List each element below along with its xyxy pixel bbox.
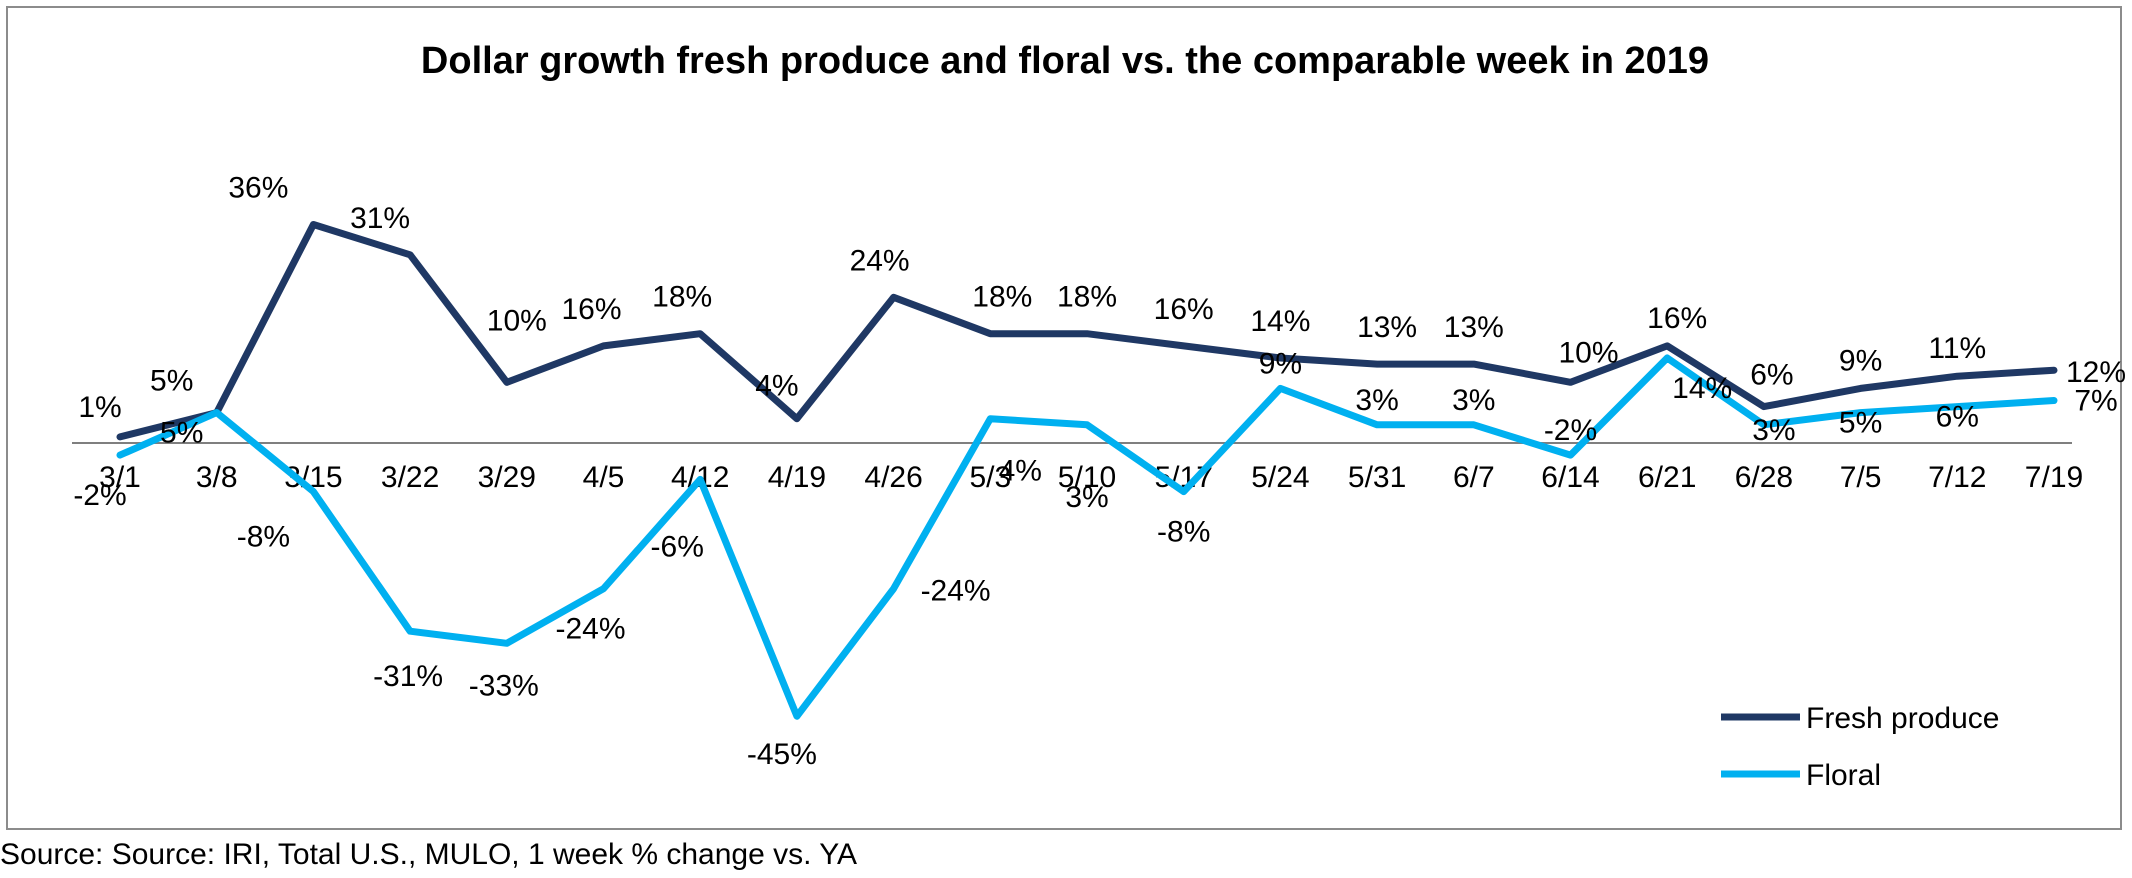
data-label: 16% [1154, 293, 1214, 326]
series-layer [116, 221, 2058, 720]
data-label: 4% [755, 370, 798, 403]
x-tick-label: 5/31 [1348, 461, 1406, 494]
data-label: 4% [999, 455, 1042, 488]
x-tick-label: 5/10 [1058, 461, 1116, 494]
x-tick-label: 6/28 [1735, 461, 1793, 494]
x-tick-label: 5/24 [1251, 461, 1309, 494]
legend: Fresh produce Floral [1721, 702, 1999, 792]
data-label: 3% [1065, 481, 1108, 514]
source-note: Source: Source: IRI, Total U.S., MULO, 1… [0, 838, 858, 871]
data-label: 3% [1452, 384, 1495, 417]
data-label: 16% [561, 293, 621, 326]
data-label: -8% [237, 521, 290, 554]
x-tick-label: 3/29 [478, 461, 536, 494]
data-label: 18% [1057, 281, 1117, 314]
legend-label: Fresh produce [1806, 702, 1999, 735]
data-label: -6% [651, 530, 704, 563]
x-tick-label: 4/5 [583, 461, 625, 494]
x-tick-label: 6/21 [1638, 461, 1696, 494]
data-label: 10% [487, 304, 547, 337]
x-tick-label: 5/3 [969, 461, 1011, 494]
data-label: 6% [1936, 401, 1979, 434]
data-label: 13% [1357, 311, 1417, 344]
x-tick-label: 6/7 [1453, 461, 1495, 494]
data-label: 7% [2074, 385, 2117, 418]
data-label: 24% [850, 244, 910, 277]
data-label: 18% [972, 281, 1032, 314]
x-tick-label: 4/26 [864, 461, 922, 494]
legend-label: Floral [1806, 759, 1881, 792]
x-tick-label: 3/8 [196, 461, 238, 494]
data-label: -2% [1544, 414, 1597, 447]
x-tick-label: 7/19 [2025, 461, 2083, 494]
data-label: 9% [1839, 344, 1882, 377]
line-chart: Dollar growth fresh produce and floral v… [72, 40, 2126, 792]
data-label: 5% [1839, 407, 1882, 440]
data-label: -45% [747, 738, 817, 771]
x-tick-label: 4/19 [768, 461, 826, 494]
data-label: 31% [350, 202, 410, 235]
data-label: 6% [1750, 359, 1793, 392]
data-label: 16% [1647, 302, 1707, 335]
data-label: 14% [1672, 372, 1732, 405]
data-label: 3% [1752, 414, 1795, 447]
data-label: -31% [373, 660, 443, 693]
data-label: 3% [1355, 384, 1398, 417]
x-tick-label: 3/1 [99, 461, 141, 494]
data-label: 10% [1558, 336, 1618, 369]
data-label: -2% [73, 479, 126, 512]
data-label: 14% [1250, 305, 1310, 338]
data-label: -24% [555, 613, 625, 646]
data-label: 11% [1928, 332, 1986, 365]
chart-title: Dollar growth fresh produce and floral v… [421, 40, 1709, 82]
series-line-fresh-produce [116, 221, 2058, 441]
data-label: -8% [1157, 516, 1210, 549]
data-label: 36% [228, 171, 288, 204]
data-label: 13% [1444, 311, 1504, 344]
data-label: -24% [921, 575, 991, 608]
data-label: -33% [469, 669, 539, 702]
data-label: 18% [652, 281, 712, 314]
chart-frame [6, 6, 2122, 830]
x-tick-label: 6/14 [1541, 461, 1599, 494]
data-labels: 1% 5% 36% 31% 10% 16% 18% 4% 24% 18% 18% 16% 14% 13% 1… [73, 171, 2126, 771]
data-label: 9% [1259, 347, 1302, 380]
x-tick-label: 3/22 [381, 461, 439, 494]
data-label: 1% [78, 391, 121, 424]
x-tick-label: 7/12 [1928, 461, 1986, 494]
data-label: 12% [2066, 356, 2126, 389]
data-label: 5% [150, 365, 193, 398]
x-tick-label: 7/5 [1840, 461, 1882, 494]
data-label: 5% [160, 417, 203, 450]
